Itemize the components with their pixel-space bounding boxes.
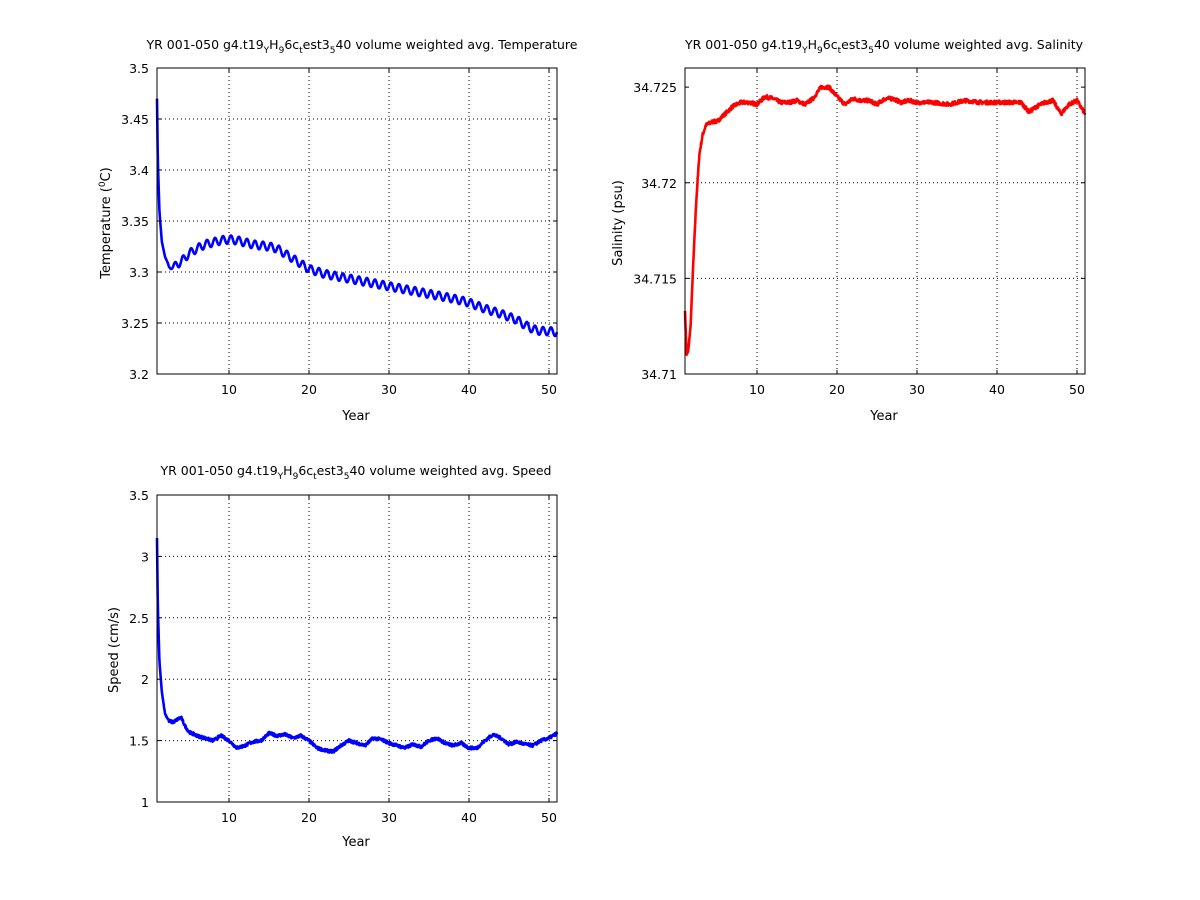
salinity-ylabel: Salinity (psu) (611, 180, 626, 266)
temperature-xtick-label: 10 (221, 382, 237, 397)
speed-xtick-label: 50 (541, 810, 557, 825)
speed-ylabel: Speed (cm/s) (107, 607, 122, 693)
salinity-series-line (683, 84, 1087, 357)
speed-xtick-label: 20 (301, 810, 317, 825)
temperature-title: YR 001-050 g4.t19YH96ctest3540 volume we… (146, 37, 578, 56)
speed-xtick-label: 10 (221, 810, 237, 825)
temperature-ytick-label: 3.35 (121, 214, 149, 229)
speed-ytick-label: 3.5 (129, 488, 149, 503)
temperature-ylabel: Temperature (0C) (98, 167, 114, 279)
temperature-xtick-label: 40 (461, 382, 477, 397)
salinity-xtick-label: 40 (989, 382, 1005, 397)
temperature-ytick-label: 3.25 (121, 316, 149, 331)
temperature-ytick-label: 3.5 (129, 61, 149, 76)
salinity-xlabel: Year (869, 409, 898, 424)
temperature-xlabel: Year (341, 409, 370, 424)
temperature-xtick-label: 50 (541, 382, 557, 397)
salinity-xtick-label: 30 (909, 382, 925, 397)
salinity-ytick-label: 34.71 (641, 367, 677, 382)
temperature-series-line (155, 98, 559, 338)
speed-xtick-label: 30 (381, 810, 397, 825)
speed-series-line (155, 537, 559, 754)
salinity-ytick-label: 34.715 (633, 271, 677, 286)
temperature-ytick-label: 3.45 (121, 112, 149, 127)
speed-ytick-label: 1 (141, 795, 149, 810)
temperature-xtick-label: 30 (381, 382, 397, 397)
speed-axes-frame (156, 494, 558, 803)
speed-xtick-label: 40 (461, 810, 477, 825)
speed-ytick-label: 2 (141, 672, 149, 687)
temperature-xtick-label: 20 (301, 382, 317, 397)
speed-xlabel: Year (341, 835, 370, 850)
temperature-ytick-label: 3.2 (129, 367, 149, 382)
temperature-ytick-label: 3.3 (129, 265, 149, 280)
speed-plot-area: 10 20 30 40 50 1 1.5 2 2.5 3 3.5 (129, 488, 559, 825)
salinity-title: YR 001-050 g4.t19YH96ctest3540 volume we… (684, 37, 1084, 56)
salinity-xtick-label: 50 (1069, 382, 1085, 397)
speed-panel: YR 001-050 g4.t19YH96ctest3540 volume we… (107, 463, 559, 850)
speed-ytick-label: 2.5 (129, 611, 149, 626)
speed-title: YR 001-050 g4.t19YH96ctest3540 volume we… (160, 463, 552, 482)
speed-ytick-label: 3 (141, 549, 149, 564)
temperature-ytick-label: 3.4 (129, 163, 149, 178)
temperature-panel: YR 001-050 g4.t19YH96ctest3540 volume we… (98, 37, 578, 424)
salinity-xtick-label: 20 (829, 382, 845, 397)
speed-ytick-label: 1.5 (129, 734, 149, 749)
salinity-axes-frame (684, 67, 1086, 375)
salinity-xtick-label: 10 (749, 382, 765, 397)
salinity-ytick-label: 34.72 (641, 176, 677, 191)
salinity-panel: YR 001-050 g4.t19YH96ctest3540 volume we… (611, 37, 1087, 424)
salinity-ytick-label: 34.725 (633, 80, 677, 95)
temperature-plot-area: 10 20 30 40 50 3.2 3.25 3.3 3.35 3.4 3.45 3.5 (121, 61, 559, 397)
salinity-plot-area: 10 20 30 40 50 34.71 34.715 34.72 34.725 (633, 67, 1087, 397)
